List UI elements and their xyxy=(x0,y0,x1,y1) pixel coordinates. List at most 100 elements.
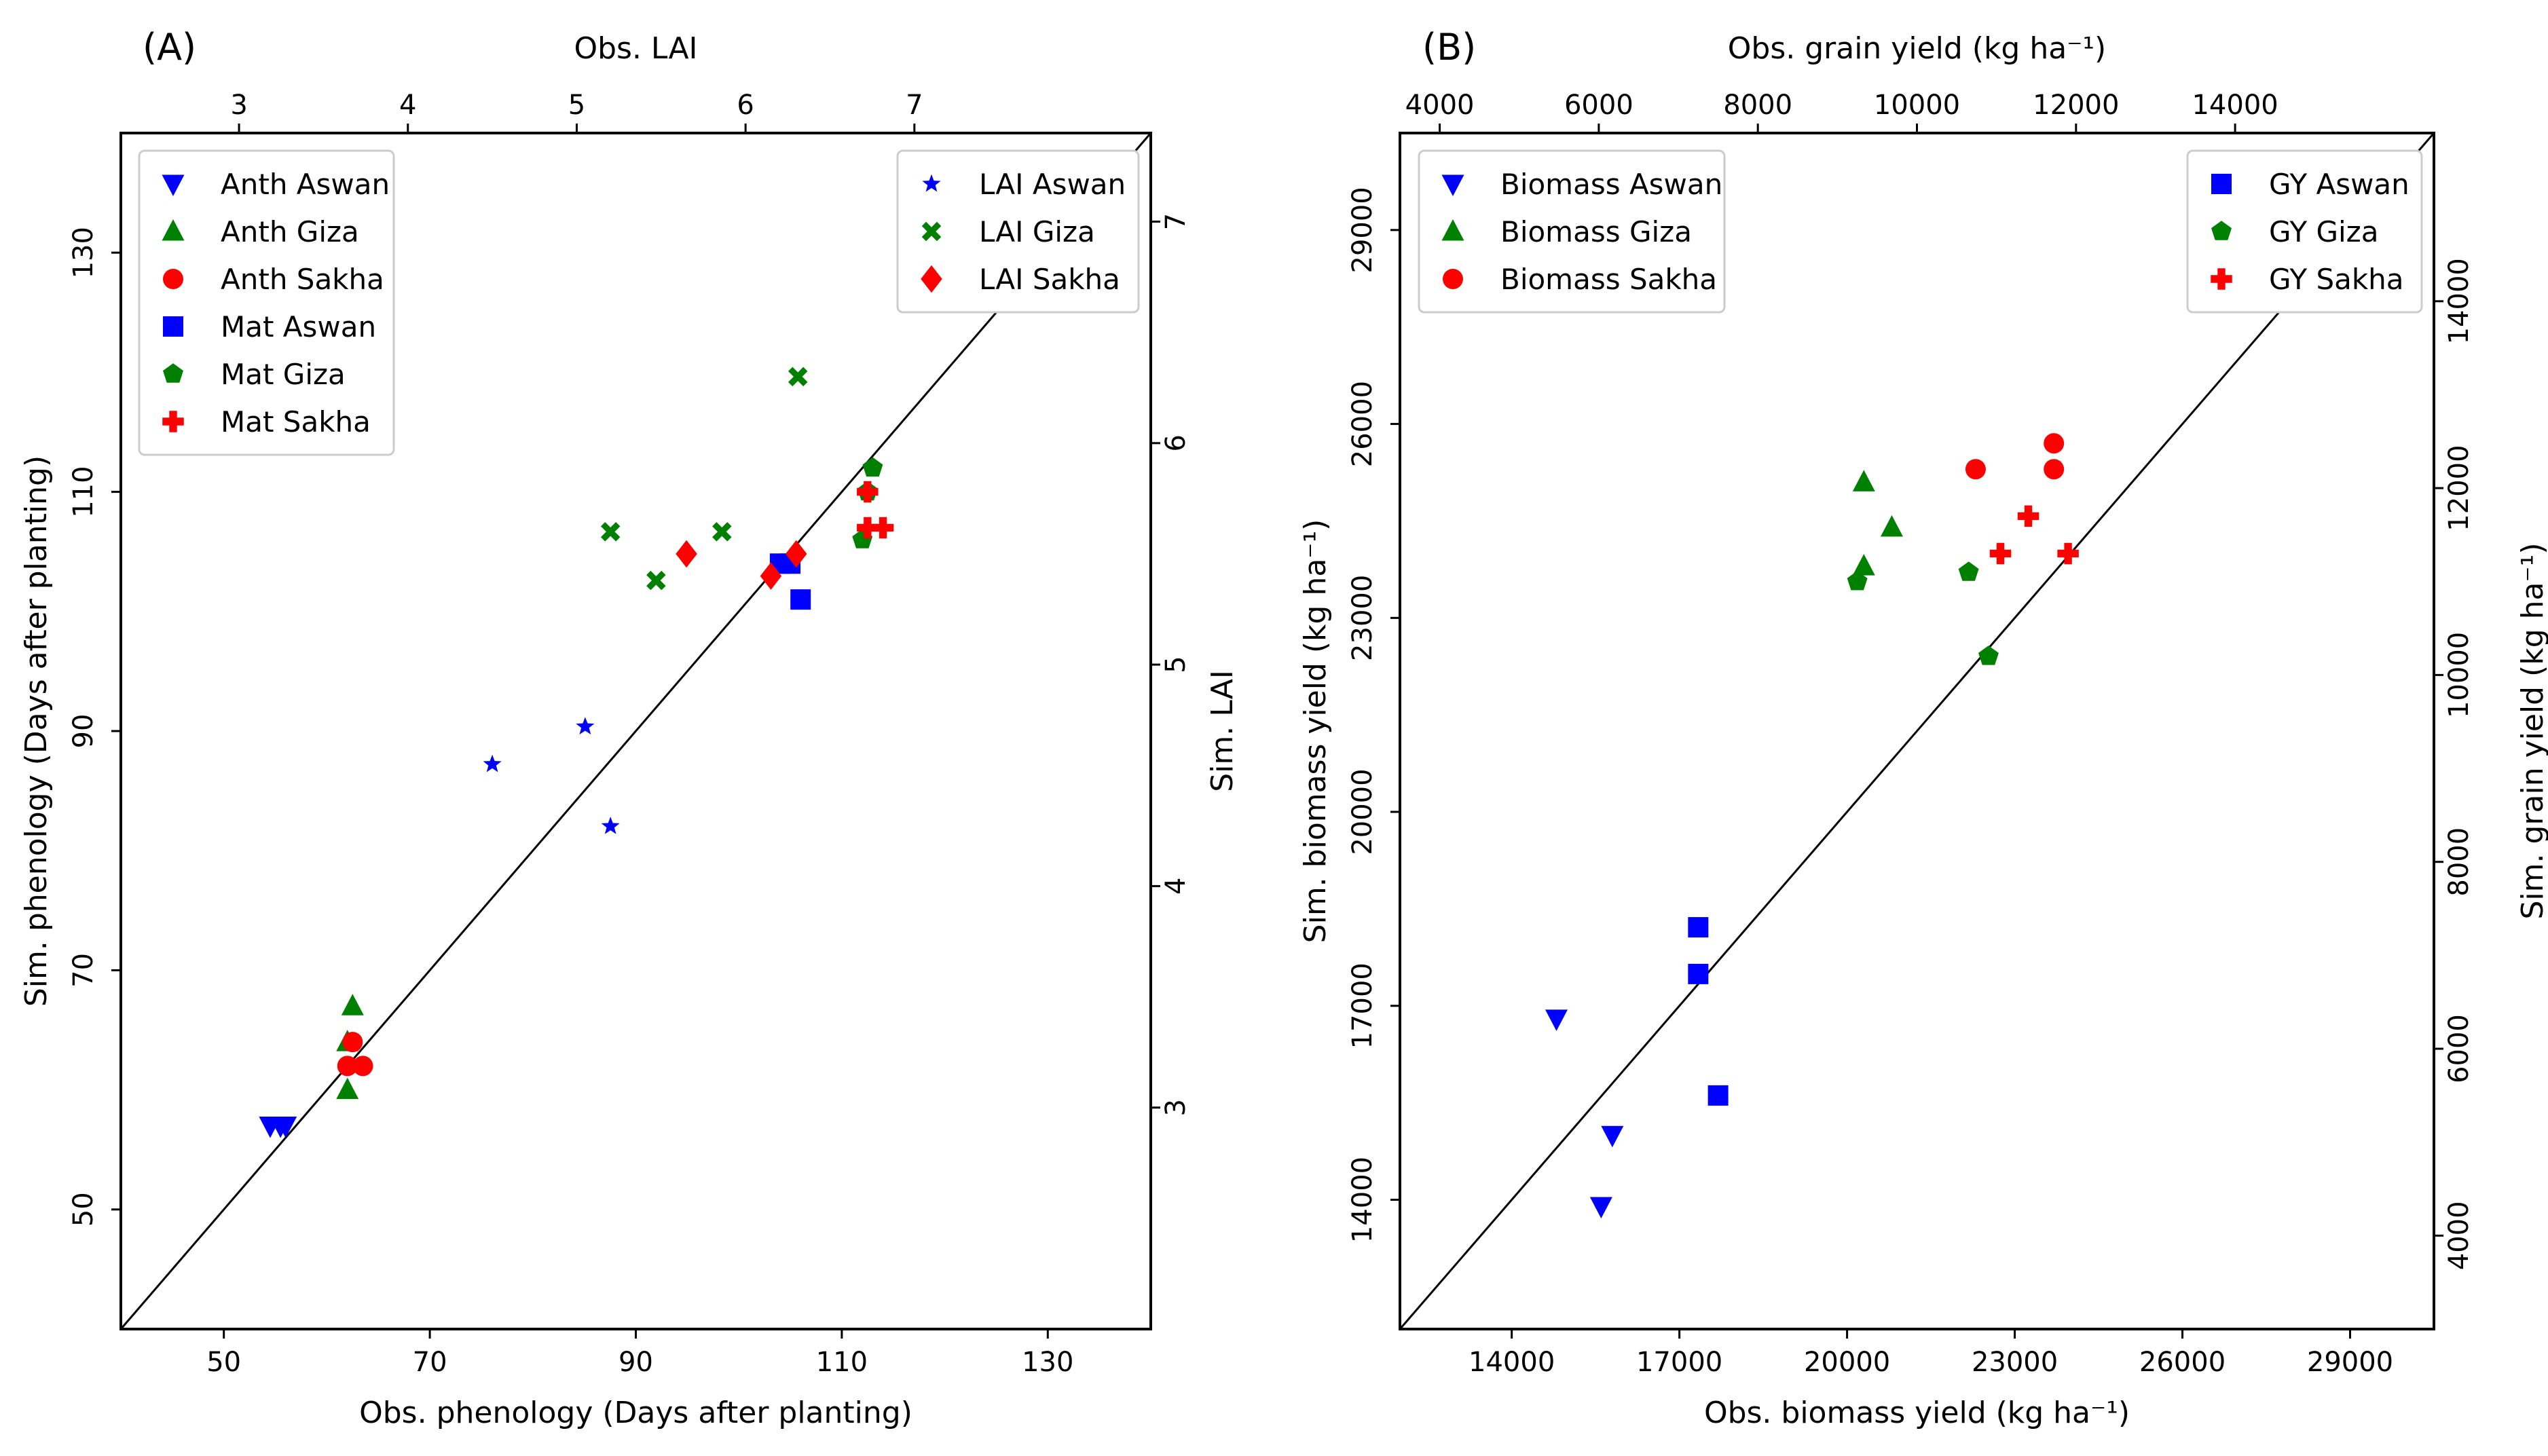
data-point xyxy=(600,522,621,542)
series-mat-aswan xyxy=(769,553,811,610)
x-top-tick-label: 7 xyxy=(906,90,923,121)
y-left-tick-label: 70 xyxy=(68,953,99,988)
legend-marker xyxy=(162,219,185,241)
y-left-tick-label: 130 xyxy=(68,227,99,278)
legend-left: Anth Aswan Anth Giza Anth Sakha Mat Aswan Ma… xyxy=(138,149,395,456)
legend-label: LAI Sakha xyxy=(979,263,1120,296)
y-right-tick-label: 12000 xyxy=(2443,445,2475,531)
legend-label: LAI Aswan xyxy=(979,168,1126,201)
legend-marker xyxy=(2211,174,2232,194)
panel-label: (A) xyxy=(143,26,196,69)
legend-box xyxy=(1418,149,1726,314)
data-point xyxy=(788,367,808,387)
y-left-tick-label: 110 xyxy=(68,466,99,517)
y-right-tick-label: 4000 xyxy=(2443,1201,2475,1270)
y-right-tick-label: 14000 xyxy=(2443,258,2475,344)
legend-marker xyxy=(163,363,183,383)
y-left-tick-label: 17000 xyxy=(1347,963,1378,1049)
data-point xyxy=(1589,1197,1612,1219)
data-point xyxy=(2044,433,2065,454)
y-left-axis-label: Sim. biomass yield (kg ha⁻¹) xyxy=(1298,519,1333,944)
y-right-tick-label: 5 xyxy=(1160,656,1192,673)
data-point xyxy=(2017,505,2039,527)
x-bottom-tick-label: 90 xyxy=(618,1347,653,1378)
series-anth-aswan xyxy=(259,1116,297,1138)
series-lai-aswan xyxy=(483,717,620,834)
y-right-tick-label: 10000 xyxy=(2443,632,2475,718)
legend-label: GY Aswan xyxy=(2269,168,2409,201)
x-top-tick-label: 14000 xyxy=(2192,90,2278,121)
y-right-tick-label: 8000 xyxy=(2443,827,2475,897)
data-point xyxy=(1965,459,1986,480)
panel-label: (B) xyxy=(1422,26,1476,69)
x-bottom-tick-label: 50 xyxy=(206,1347,241,1378)
series-gy-aswan xyxy=(1688,917,1729,1106)
series-biomass-sakha xyxy=(1965,433,2065,480)
y-right-tick-label: 6 xyxy=(1160,434,1192,451)
x-bottom-tick-label: 14000 xyxy=(1469,1347,1555,1378)
legend-right: GY Aswan GY Giza GY Sakha xyxy=(2186,149,2423,314)
data-point xyxy=(790,589,811,610)
legend-label: Mat Giza xyxy=(221,358,346,391)
x-top-tick-label: 6 xyxy=(737,90,754,121)
data-point xyxy=(1989,542,2012,565)
x-bottom-axis-label: Obs. phenology (Days after planting) xyxy=(359,1396,912,1430)
legend-label: Mat Sakha xyxy=(221,405,371,438)
legend-marker xyxy=(921,221,942,242)
x-top-tick-label: 12000 xyxy=(2033,90,2119,121)
data-point xyxy=(352,1056,373,1077)
legend-right: LAI Aswan LAI Giza LAI Sakha xyxy=(896,149,1140,314)
data-point xyxy=(2057,542,2079,565)
data-point xyxy=(872,517,894,539)
legend-marker xyxy=(2211,221,2232,240)
data-point xyxy=(483,754,502,772)
data-point xyxy=(862,457,883,477)
x-top-tick-label: 4 xyxy=(399,90,416,121)
x-top-axis-label: Obs. grain yield (kg ha⁻¹) xyxy=(1728,31,2106,66)
series-lai-giza xyxy=(600,367,808,591)
data-point xyxy=(342,1032,363,1053)
legend-label: Anth Sakha xyxy=(221,263,384,296)
legend-box xyxy=(2186,149,2423,314)
legend-label: GY Giza xyxy=(2269,215,2378,248)
x-top-tick-label: 8000 xyxy=(1723,90,1792,121)
x-bottom-tick-label: 29000 xyxy=(2307,1347,2393,1378)
data-point xyxy=(857,517,879,539)
legend-marker xyxy=(163,316,183,337)
x-bottom-tick-label: 70 xyxy=(413,1347,447,1378)
series-mat-sakha xyxy=(857,481,894,539)
series-biomass-aswan xyxy=(1545,1009,1624,1219)
data-point xyxy=(1880,515,1903,537)
data-point xyxy=(1688,963,1709,984)
legend-label: Anth Giza xyxy=(221,215,359,248)
y-left-tick-label: 29000 xyxy=(1347,187,1378,273)
x-bottom-tick-label: 110 xyxy=(816,1347,868,1378)
series-anth-sakha xyxy=(337,1032,373,1077)
y-right-tick-label: 4 xyxy=(1160,878,1192,895)
y-left-tick-label: 50 xyxy=(68,1192,99,1227)
x-top-tick-label: 3 xyxy=(230,90,247,121)
legend-marker xyxy=(162,174,185,196)
data-point xyxy=(857,481,879,503)
y-right-tick-label: 6000 xyxy=(2443,1014,2475,1083)
legend-label: Biomass Sakha xyxy=(1500,263,1717,296)
x-top-tick-label: 6000 xyxy=(1564,90,1633,121)
y-right-tick-label: 7 xyxy=(1160,213,1192,230)
x-bottom-tick-label: 17000 xyxy=(1636,1347,1722,1378)
data-point xyxy=(1978,646,1999,665)
series-gy-sakha xyxy=(1989,505,2079,565)
data-point xyxy=(1847,571,1868,591)
data-point xyxy=(786,540,807,568)
x-bottom-tick-label: 130 xyxy=(1022,1347,1073,1378)
x-top-tick-label: 10000 xyxy=(1874,90,1960,121)
legend-marker xyxy=(921,265,942,293)
data-point xyxy=(712,522,732,542)
legend-marker xyxy=(1441,219,1464,241)
data-point xyxy=(1707,1085,1729,1106)
legend-label: Anth Aswan xyxy=(221,168,390,201)
data-point xyxy=(1852,554,1875,576)
legend-label: Biomass Aswan xyxy=(1500,168,1722,201)
data-point xyxy=(1545,1009,1568,1031)
data-point xyxy=(336,1077,359,1100)
